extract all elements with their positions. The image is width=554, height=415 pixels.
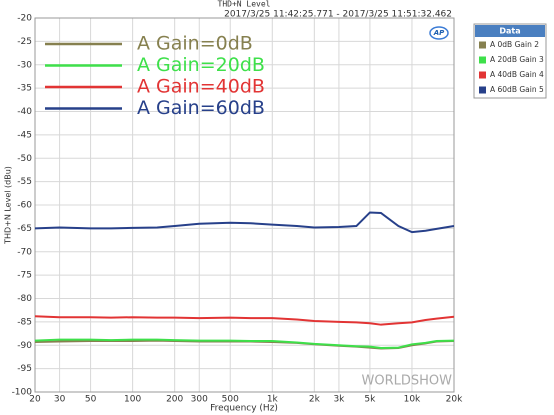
y-tick-label: -90: [17, 341, 32, 351]
x-axis-label: Frequency (Hz): [210, 404, 278, 414]
y-tick-label: -85: [17, 317, 32, 327]
y-tick-label: -95: [17, 364, 32, 374]
y-tick-label: -100: [12, 388, 33, 398]
chart-title: THD+N Level: [218, 0, 271, 9]
legend-swatch: [479, 86, 486, 94]
y-tick-label: -70: [17, 247, 32, 257]
plot-frame: [34, 17, 455, 393]
legend-header: [475, 25, 545, 37]
logo-ring: [429, 26, 449, 40]
x-tick-label: 5k: [364, 395, 376, 405]
legend-title: Data: [499, 27, 520, 36]
x-tick-label: 20: [29, 395, 41, 405]
legend-label: A 20dB Gain 3: [490, 55, 544, 64]
y-tick-label: -75: [17, 271, 32, 281]
x-tick-label: 100: [124, 395, 141, 405]
watermark: WORLDSHOW: [362, 374, 453, 389]
y-tick-label: -25: [17, 37, 32, 47]
logo-text: AP: [433, 29, 445, 37]
x-tick-label: 10k: [404, 395, 421, 405]
x-tick-label: 20k: [446, 395, 463, 405]
legend-panel: Data A 0dB Gain 2 A 20dB Gain 3 A 40dB Gai…: [473, 23, 547, 99]
x-tick-label: 500: [222, 395, 239, 405]
annotation: A Gain=20dB: [137, 54, 265, 76]
y-tick-label: -60: [17, 201, 32, 211]
legend-label: A 40dB Gain 4: [490, 70, 544, 79]
x-tick-label: 2k: [309, 395, 321, 405]
annotation: A Gain=40dB: [137, 76, 265, 98]
legend-swatch: [479, 56, 486, 64]
y-tick-label: -40: [17, 107, 32, 117]
y-tick-label: -50: [17, 154, 32, 164]
y-tick-label: -20: [17, 14, 32, 24]
annotation: A Gain=60dB: [137, 97, 265, 119]
legend-swatch: [479, 41, 486, 49]
series-line: [34, 338, 455, 350]
series-line: [34, 315, 455, 326]
x-tick-label: 3k: [333, 395, 345, 405]
timestamp: 2017/3/25 11:42:25.771 - 2017/3/25 11:51…: [224, 10, 452, 20]
y-tick-label: -65: [17, 224, 32, 234]
series-line: [34, 211, 455, 234]
legend-label: A 60dB Gain 5: [490, 85, 544, 94]
x-tick-label: 50: [85, 395, 97, 405]
annotation: A Gain=0dB: [137, 33, 253, 55]
y-tick-label: -80: [17, 294, 32, 304]
legend-label: A 0dB Gain 2: [490, 40, 539, 49]
y-tick-label: -55: [17, 177, 32, 187]
legend-swatch: [479, 71, 486, 79]
x-tick-label: 30: [54, 395, 66, 405]
x-tick-label: 300: [191, 395, 208, 405]
y-axis-label: THD+N Level (dBu): [4, 166, 13, 245]
x-tick-label: 200: [166, 395, 183, 405]
logo: AP: [429, 26, 449, 40]
y-tick-label: -35: [17, 84, 32, 94]
y-tick-label: -30: [17, 60, 32, 70]
y-tick-label: -45: [17, 130, 32, 140]
x-tick-label: 1k: [267, 395, 279, 405]
